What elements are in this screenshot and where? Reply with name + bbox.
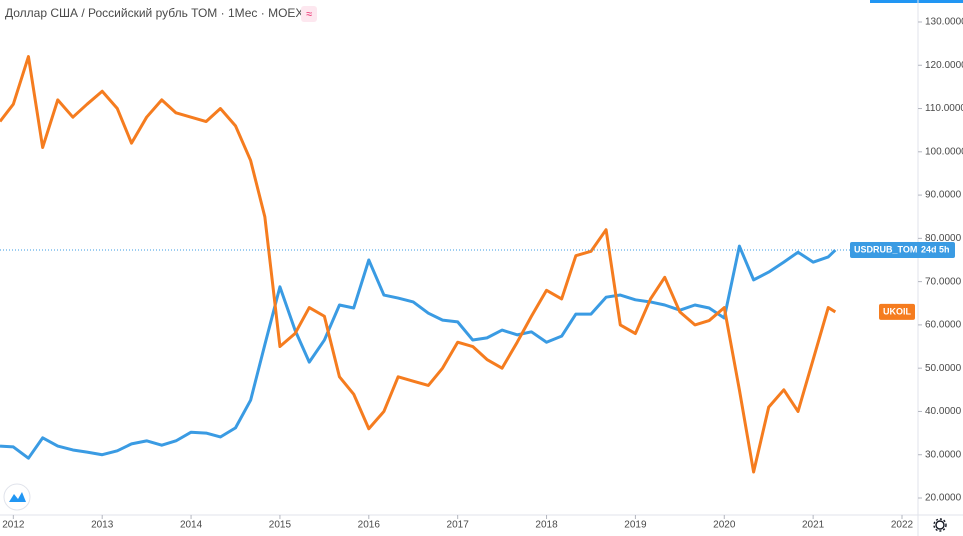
y-tick-label: 60.0000 xyxy=(925,320,962,331)
series-tag-label: USDRUB_TOM xyxy=(854,244,917,254)
x-tick-label: 2012 xyxy=(2,520,25,531)
y-tick-label: 130.0000 xyxy=(925,17,963,28)
series-tag xyxy=(879,303,915,320)
y-tick-label: 20.0000 xyxy=(925,493,962,504)
x-tick-label: 2016 xyxy=(358,520,381,531)
series-tag-label: UKOIL xyxy=(883,306,912,316)
logo[interactable] xyxy=(3,483,31,511)
compare-icon[interactable]: ≈ xyxy=(306,8,312,20)
legend-background xyxy=(0,4,310,22)
countdown-label: 24d 5h xyxy=(921,244,950,254)
series-line xyxy=(0,55,837,474)
x-tick-label: 2015 xyxy=(269,520,292,531)
x-tick-label: 2013 xyxy=(91,520,114,531)
y-tick-label: 30.0000 xyxy=(925,449,962,460)
y-tick-label: 70.0000 xyxy=(925,276,962,287)
gear-teeth[interactable] xyxy=(933,518,947,532)
y-tick-label: 80.0000 xyxy=(925,233,962,244)
compare-badge[interactable] xyxy=(301,6,317,22)
chart-title: Доллар США / Российский рубль ТОМ · 1Мес… xyxy=(5,6,303,20)
series-line xyxy=(0,244,837,460)
plot-area xyxy=(0,55,918,474)
x-tick-label: 2019 xyxy=(624,520,647,531)
gear-ring[interactable] xyxy=(935,520,945,530)
y-tick-label: 50.0000 xyxy=(925,363,962,374)
x-tick-label: 2017 xyxy=(447,520,470,531)
x-tick-label: 2018 xyxy=(535,520,558,531)
x-tick-label: 2020 xyxy=(713,520,736,531)
logo-circle[interactable] xyxy=(3,483,31,511)
x-tick-label: 2021 xyxy=(802,520,825,531)
settings-icon[interactable] xyxy=(933,518,947,532)
y-tick-label: 110.0000 xyxy=(925,103,963,114)
series-tag xyxy=(850,242,955,259)
x-tick-label: 2022 xyxy=(891,520,914,531)
x-tick-label: 2014 xyxy=(180,520,203,531)
y-tick-label: 120.0000 xyxy=(925,60,963,71)
logo-mark[interactable] xyxy=(9,492,26,502)
y-tick-label: 40.0000 xyxy=(925,406,962,417)
y-tick-label: 90.0000 xyxy=(925,190,962,201)
top-accent xyxy=(870,0,963,3)
y-tick-label: 100.0000 xyxy=(925,146,963,157)
